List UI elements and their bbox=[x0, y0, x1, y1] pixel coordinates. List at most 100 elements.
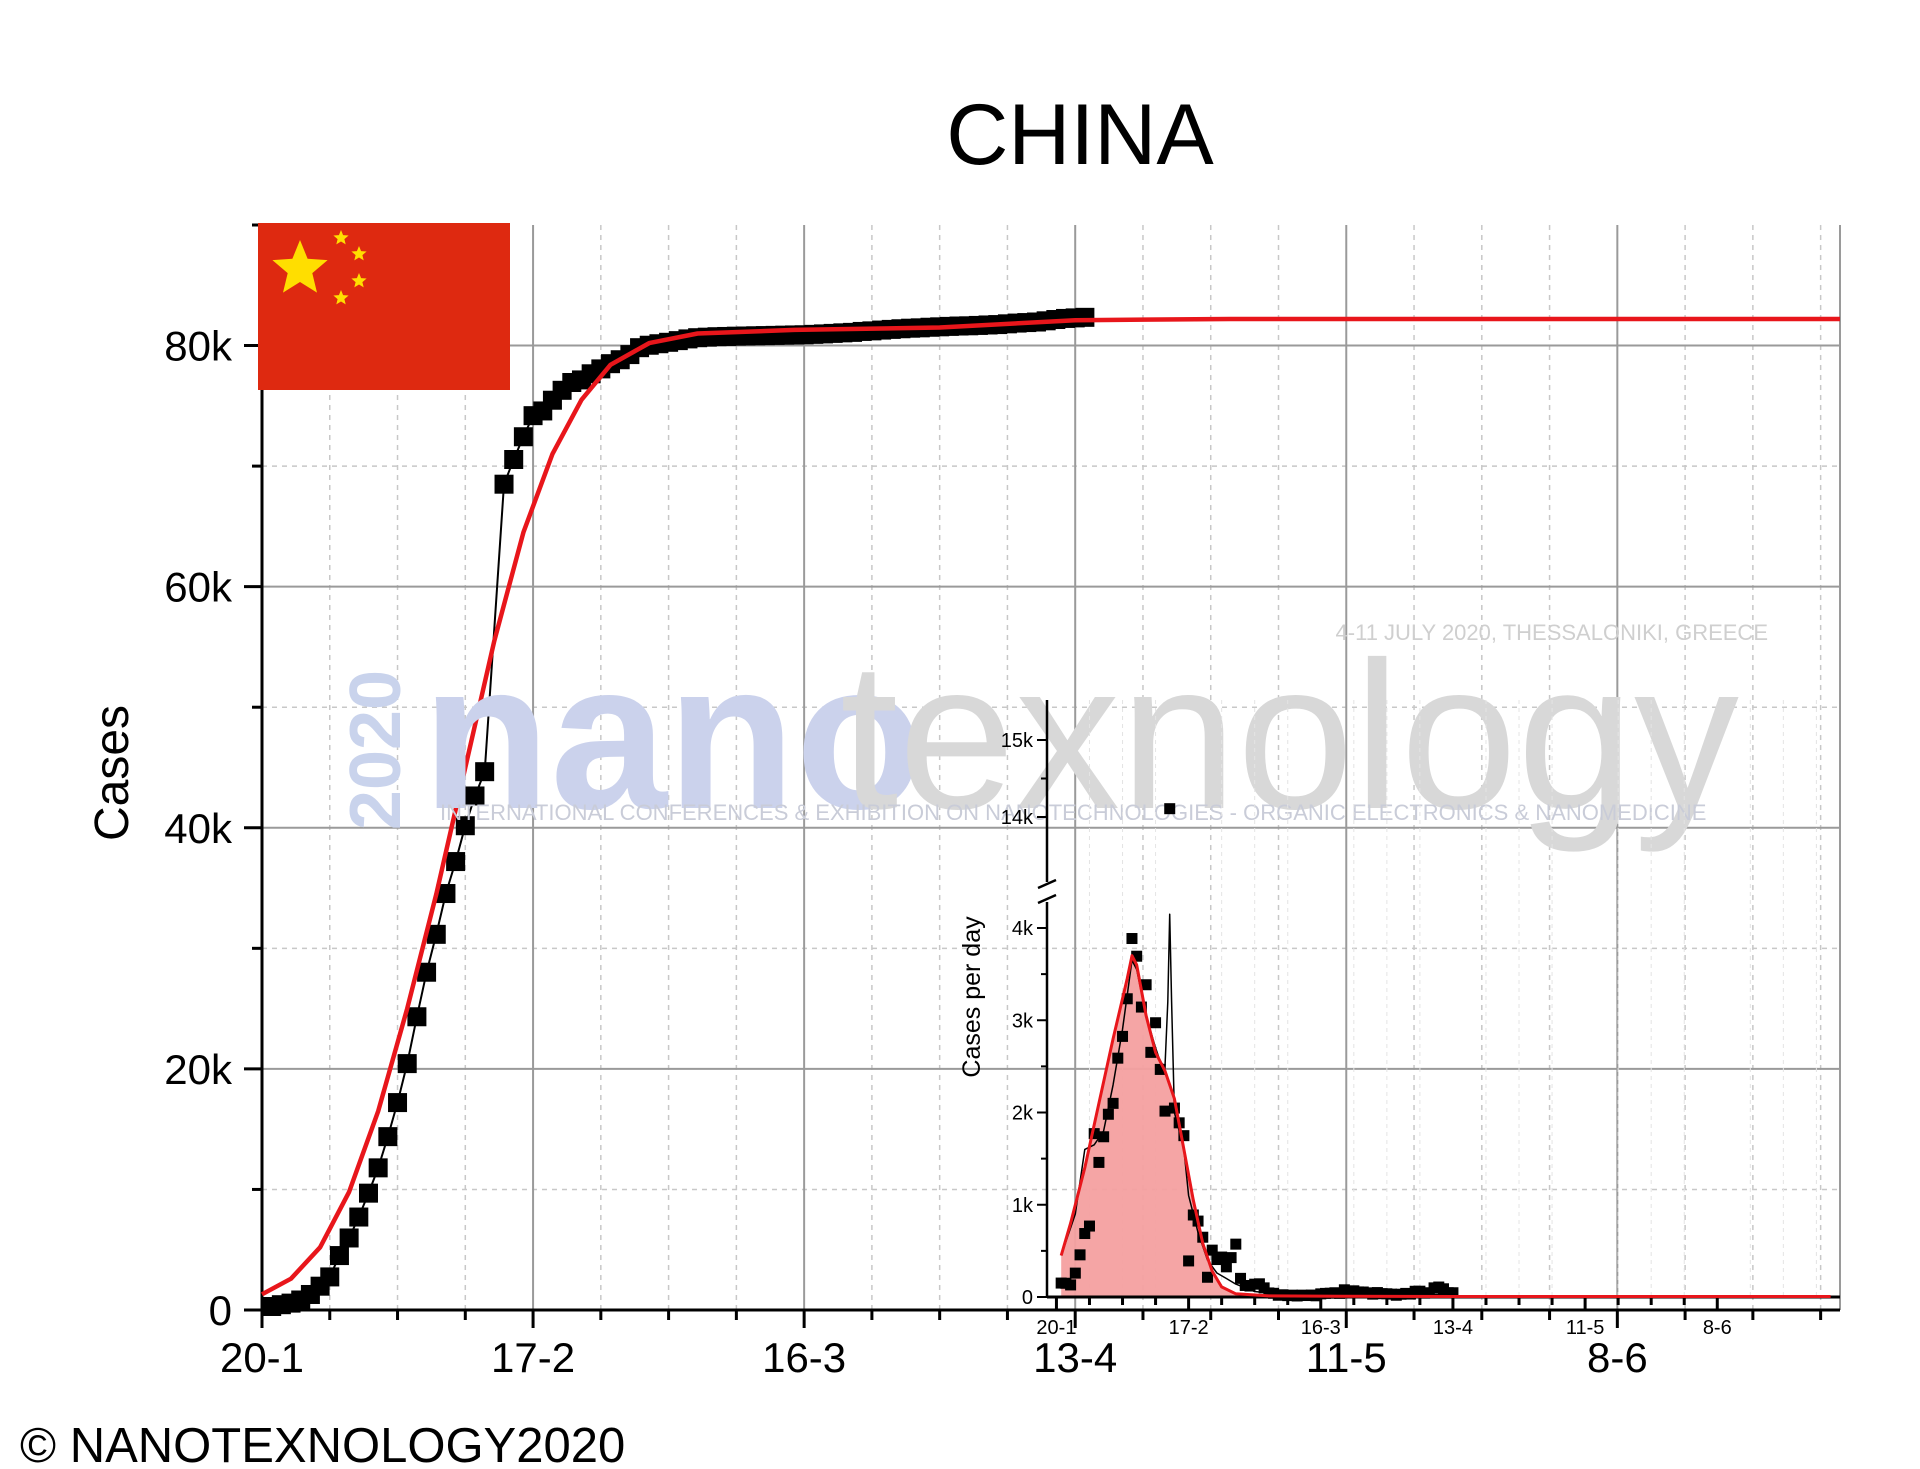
chart-title: CHINA bbox=[946, 87, 1214, 183]
watermark-brand-texnology: texnology bbox=[840, 618, 1739, 853]
inset-y-tick-label: 14k bbox=[1001, 807, 1034, 829]
inset-data-point bbox=[1117, 1030, 1129, 1042]
main-x-tick-label: 16-3 bbox=[762, 1334, 846, 1381]
flag-small-star-icon bbox=[333, 230, 349, 245]
inset-data-point bbox=[1065, 1279, 1077, 1291]
main-data-point bbox=[397, 1054, 417, 1074]
watermark-date-line: 4-11 JULY 2020, THESSALONIKI, GREECE bbox=[1336, 620, 1768, 645]
inset-data-point bbox=[1447, 1287, 1459, 1299]
main-data-point bbox=[475, 762, 495, 782]
main-data-point bbox=[378, 1127, 398, 1147]
main-data-point bbox=[339, 1228, 359, 1248]
inset-data-point bbox=[1098, 1131, 1110, 1143]
inset-y-tick-label: 4k bbox=[1012, 918, 1034, 940]
main-axes bbox=[244, 223, 1840, 1328]
main-data-point bbox=[388, 1093, 408, 1113]
inset-data-point bbox=[1230, 1238, 1242, 1250]
main-gridlines bbox=[262, 225, 1841, 1310]
main-data-point bbox=[446, 852, 466, 872]
inset-data-point bbox=[1079, 1228, 1091, 1240]
main-data-point bbox=[455, 816, 475, 836]
inset-data-point bbox=[1164, 803, 1176, 815]
inset-y-tick-label: 0 bbox=[1022, 1287, 1033, 1309]
inset-y-tick-label: 1k bbox=[1012, 1195, 1034, 1217]
inset-data-point bbox=[1235, 1272, 1247, 1284]
inset-y-axis-label: Cases per day bbox=[958, 916, 986, 1078]
inset-tick-labels: 20-1 17-2 16-3 13-4 11-5 8-6 0 1k 2k 3k 4k 14k 15k bbox=[1001, 730, 1732, 1339]
inset-axis-break-mark bbox=[1037, 893, 1057, 905]
inset-data-point bbox=[1131, 950, 1143, 962]
inset-data-point bbox=[1159, 1105, 1171, 1117]
inset-x-tick-label: 8-6 bbox=[1703, 1317, 1732, 1339]
inset-data-point bbox=[1206, 1244, 1218, 1256]
inset-fit-area bbox=[1061, 955, 1831, 1297]
nanotexnology-watermark: 2020 nano texnology 4-11 JULY 2020, THES… bbox=[336, 618, 1768, 853]
inset-data-point bbox=[1225, 1252, 1237, 1264]
inset-data-point bbox=[1201, 1271, 1213, 1283]
inset-data-point bbox=[1107, 1097, 1119, 1109]
inset-data-point bbox=[1168, 1102, 1180, 1114]
inset-data-point bbox=[1140, 979, 1152, 991]
inset-data-point bbox=[1083, 1220, 1095, 1232]
flag-small-star-icon bbox=[333, 290, 349, 305]
main-y-tick-label: 0 bbox=[209, 1287, 232, 1334]
main-data-layer bbox=[260, 307, 1840, 1316]
inset-y-tick-label: 2k bbox=[1012, 1103, 1034, 1125]
main-y-axis-label: Cases bbox=[86, 705, 139, 841]
inset-fit-fill bbox=[1061, 955, 1831, 1297]
main-data-point bbox=[465, 786, 485, 806]
inset-x-tick-label: 16-3 bbox=[1301, 1317, 1341, 1339]
inset-data-point bbox=[1074, 1249, 1086, 1261]
inset-x-tick-label: 20-1 bbox=[1036, 1317, 1076, 1339]
main-data-point bbox=[407, 1007, 427, 1027]
inset-data-point bbox=[1126, 933, 1138, 945]
main-y-tick-label: 20k bbox=[164, 1046, 233, 1093]
inset-data-point bbox=[1102, 1108, 1114, 1120]
main-x-tick-label: 11-5 bbox=[1306, 1334, 1387, 1381]
china-flag bbox=[258, 223, 510, 390]
inset-data-point bbox=[1121, 993, 1133, 1005]
inset-data-point bbox=[1154, 1063, 1166, 1075]
inset-data-point bbox=[1183, 1255, 1195, 1267]
watermark-brand-nano: nano bbox=[422, 618, 924, 853]
main-data-point bbox=[417, 962, 437, 982]
main-data-point bbox=[329, 1246, 349, 1266]
flag-small-star-icon bbox=[351, 246, 367, 261]
main-data-point bbox=[436, 884, 456, 904]
flag-small-star-icon bbox=[351, 273, 367, 288]
inset-x-tick-label: 17-2 bbox=[1169, 1317, 1209, 1339]
main-data-point bbox=[320, 1267, 340, 1287]
main-y-tick-label: 80k bbox=[164, 323, 233, 370]
flag-big-star-icon bbox=[272, 240, 328, 293]
inset-data-point bbox=[1187, 1209, 1199, 1221]
main-data-point bbox=[349, 1207, 369, 1227]
copyright-notice: © NANOTEXNOLOGY2020 bbox=[20, 1419, 625, 1469]
inset-data-layer bbox=[1055, 803, 1831, 1302]
inset-y-tick-label: 15k bbox=[1001, 730, 1034, 752]
inset-data-point bbox=[1093, 1156, 1105, 1168]
main-x-tick-label: 17-2 bbox=[491, 1334, 575, 1381]
main-x-tick-label: 8-6 bbox=[1587, 1334, 1648, 1381]
main-data-point bbox=[368, 1158, 388, 1178]
main-data-point bbox=[504, 450, 524, 470]
inset-data-point bbox=[1220, 1261, 1232, 1273]
inset-y-tick-label: 3k bbox=[1012, 1010, 1034, 1032]
main-x-tick-label: 20-1 bbox=[220, 1334, 304, 1381]
inset-data-point bbox=[1088, 1128, 1100, 1140]
inset-data-point bbox=[1178, 1130, 1190, 1142]
inset-data-point bbox=[1135, 1001, 1147, 1013]
main-data-point bbox=[513, 427, 533, 447]
inset-data-point bbox=[1150, 1017, 1162, 1029]
main-data-point bbox=[1075, 307, 1095, 327]
inset-data-point bbox=[1112, 1052, 1124, 1064]
main-data-point bbox=[494, 474, 514, 494]
inset-data-point bbox=[1216, 1251, 1228, 1263]
main-y-tick-label: 60k bbox=[164, 564, 233, 611]
flag-field bbox=[258, 223, 510, 390]
watermark-tagline: INTERNATIONAL CONFERENCES & EXHIBITION O… bbox=[440, 800, 1706, 825]
main-x-tick-label: 13-4 bbox=[1033, 1334, 1117, 1381]
inset-data-point bbox=[1145, 1046, 1157, 1058]
main-data-point bbox=[426, 924, 446, 944]
